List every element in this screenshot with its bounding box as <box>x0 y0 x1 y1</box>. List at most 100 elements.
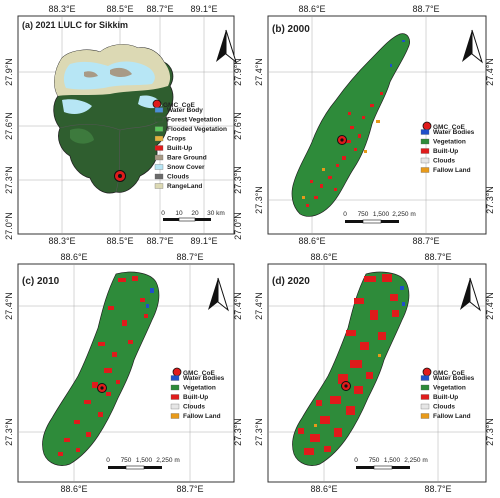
legend-items: Water Bodies Vegetation Built-Up Clouds Fall… <box>420 375 475 420</box>
map-a-svg: 88.3°E 88.5°E 88.7°E 89.1°E 88.3°E 88.5°… <box>4 4 243 246</box>
left-tick: 27.3°N <box>254 186 264 214</box>
legend-swatch <box>154 107 164 113</box>
water-patches <box>390 40 405 67</box>
scale-label: 10 <box>175 210 183 217</box>
study-area <box>42 271 160 466</box>
district-boundary <box>59 115 167 193</box>
gmc-coe-marker <box>114 170 126 182</box>
legend-label: Vegetation <box>183 385 216 392</box>
built-up-patches <box>306 92 383 207</box>
bottom-tick: 88.5°E <box>106 236 133 246</box>
legend-label: Clouds <box>167 174 189 181</box>
bottom-tick: 88.7°E <box>146 236 173 246</box>
legend-swatch <box>420 375 430 381</box>
legend-swatch <box>420 148 430 154</box>
bottom-tick: 88.3°E <box>48 236 75 246</box>
scale-label: 30 km <box>207 210 225 217</box>
scale-bar: 0 750 1,500 2,250 m <box>106 457 180 470</box>
legend-swatch <box>170 403 180 410</box>
snow-cover <box>62 99 92 114</box>
bottom-tick: 88.6°E <box>298 236 325 246</box>
legend-label: Forest Vegetation <box>167 117 222 124</box>
top-tick: 88.7°E <box>176 252 203 262</box>
snow-cover <box>63 61 155 90</box>
legend-label: Clouds <box>183 404 205 411</box>
scale-label: 1,500 <box>136 457 153 464</box>
legend-swatch <box>420 167 430 173</box>
map-b-svg: 88.6°E 88.7°E 88.6°E 88.7°E 27.4°N 27.3°… <box>254 4 495 246</box>
scale-label: 0 <box>343 211 347 218</box>
left-tick: 27.4°N <box>4 292 14 320</box>
legend-swatch <box>420 403 430 410</box>
legend-swatch <box>154 173 164 180</box>
scale-label: 0 <box>161 210 165 217</box>
built-up-patches <box>58 276 148 456</box>
legend-swatch <box>170 384 180 391</box>
legend-swatch <box>420 129 430 135</box>
scale-label: 0 <box>354 457 358 464</box>
forest-patch <box>70 128 94 144</box>
scale-label: 750 <box>369 457 380 464</box>
left-tick: 27.6°N <box>4 112 14 140</box>
bare-ground <box>110 67 132 77</box>
legend-label: Crops <box>167 136 186 143</box>
north-arrow-icon <box>462 29 483 64</box>
legend-label: Bare Ground <box>167 155 207 162</box>
legend-label: Flooded Vegetation <box>167 126 227 133</box>
scale-label: 2,250 m <box>392 211 416 218</box>
panel-c: 88.6°E 88.7°E 88.6°E 88.7°E 27.4°N 27.3°… <box>0 248 250 498</box>
legend-marker-label: GMC_CoE <box>163 102 195 109</box>
panel-title: (c) 2010 <box>22 276 60 287</box>
legend-marker-label: GMC_CoE <box>433 124 465 131</box>
panel-title: (b) 2000 <box>272 24 310 35</box>
legend-label: Snow Cover <box>167 164 205 171</box>
legend-label: Vegetation <box>433 385 466 392</box>
bottom-tick: 88.7°E <box>412 236 439 246</box>
panel-title: (a) 2021 LULC for Sikkim <box>22 20 128 30</box>
legend-swatch <box>154 126 164 132</box>
top-tick: 88.7°E <box>424 252 451 262</box>
north-arrow-icon <box>460 277 481 312</box>
scale-label: 2,250 m <box>156 457 180 464</box>
top-tick: 88.7°E <box>412 4 439 14</box>
gmc-coe-marker <box>97 383 107 393</box>
legend-label: Water Bodies <box>433 129 475 136</box>
gmc-coe-marker <box>341 381 351 391</box>
water-patches <box>146 288 154 308</box>
legend-marker-icon <box>172 367 182 377</box>
scale-label: 1,500 <box>384 457 401 464</box>
scale-label: 2,250 m <box>404 457 428 464</box>
legend-label: Built-Up <box>167 145 192 152</box>
legend-swatch <box>420 157 430 164</box>
scale-label: 750 <box>358 211 369 218</box>
legend-items: Water Bodies Vegetation Built-Up Clouds Fall… <box>170 375 225 420</box>
legend-label: Clouds <box>433 404 455 411</box>
bottom-tick: 88.7°E <box>424 484 451 494</box>
right-tick: 27.3°N <box>485 418 495 446</box>
right-tick: 27.3°N <box>485 186 495 214</box>
scale-bar: 0 10 20 30 km <box>161 210 225 222</box>
map-d-svg: 88.6°E 88.7°E 88.6°E 88.7°E 27.4°N 27.3°… <box>254 252 495 494</box>
right-tick: 27.4°N <box>233 292 243 320</box>
left-tick: 27.3°N <box>4 166 14 194</box>
legend-items: Water Bodies Vegetation Built-Up Clouds Fall… <box>420 129 475 174</box>
top-tick: 88.5°E <box>106 4 133 14</box>
fallow-patches <box>302 120 380 199</box>
right-tick: 27.4°N <box>485 292 495 320</box>
legend-label: Fallow Land <box>433 167 471 174</box>
north-arrow-icon <box>216 29 237 64</box>
built-up-patches <box>298 274 399 455</box>
bottom-tick: 88.6°E <box>310 484 337 494</box>
legend-label: Built-Up <box>183 394 208 401</box>
legend-marker-icon <box>152 99 162 109</box>
scale-label: 20 <box>191 210 199 217</box>
legend-label: RangeLand <box>167 183 202 190</box>
legend-marker-icon <box>422 121 432 131</box>
bare-ground <box>84 71 98 78</box>
top-tick: 88.6°E <box>60 252 87 262</box>
legend-label: Built-Up <box>433 394 458 401</box>
legend-label: Vegetation <box>433 139 466 146</box>
right-tick: 27.3°N <box>233 418 243 446</box>
legend-swatch <box>170 413 180 419</box>
legend-swatch <box>420 138 430 145</box>
